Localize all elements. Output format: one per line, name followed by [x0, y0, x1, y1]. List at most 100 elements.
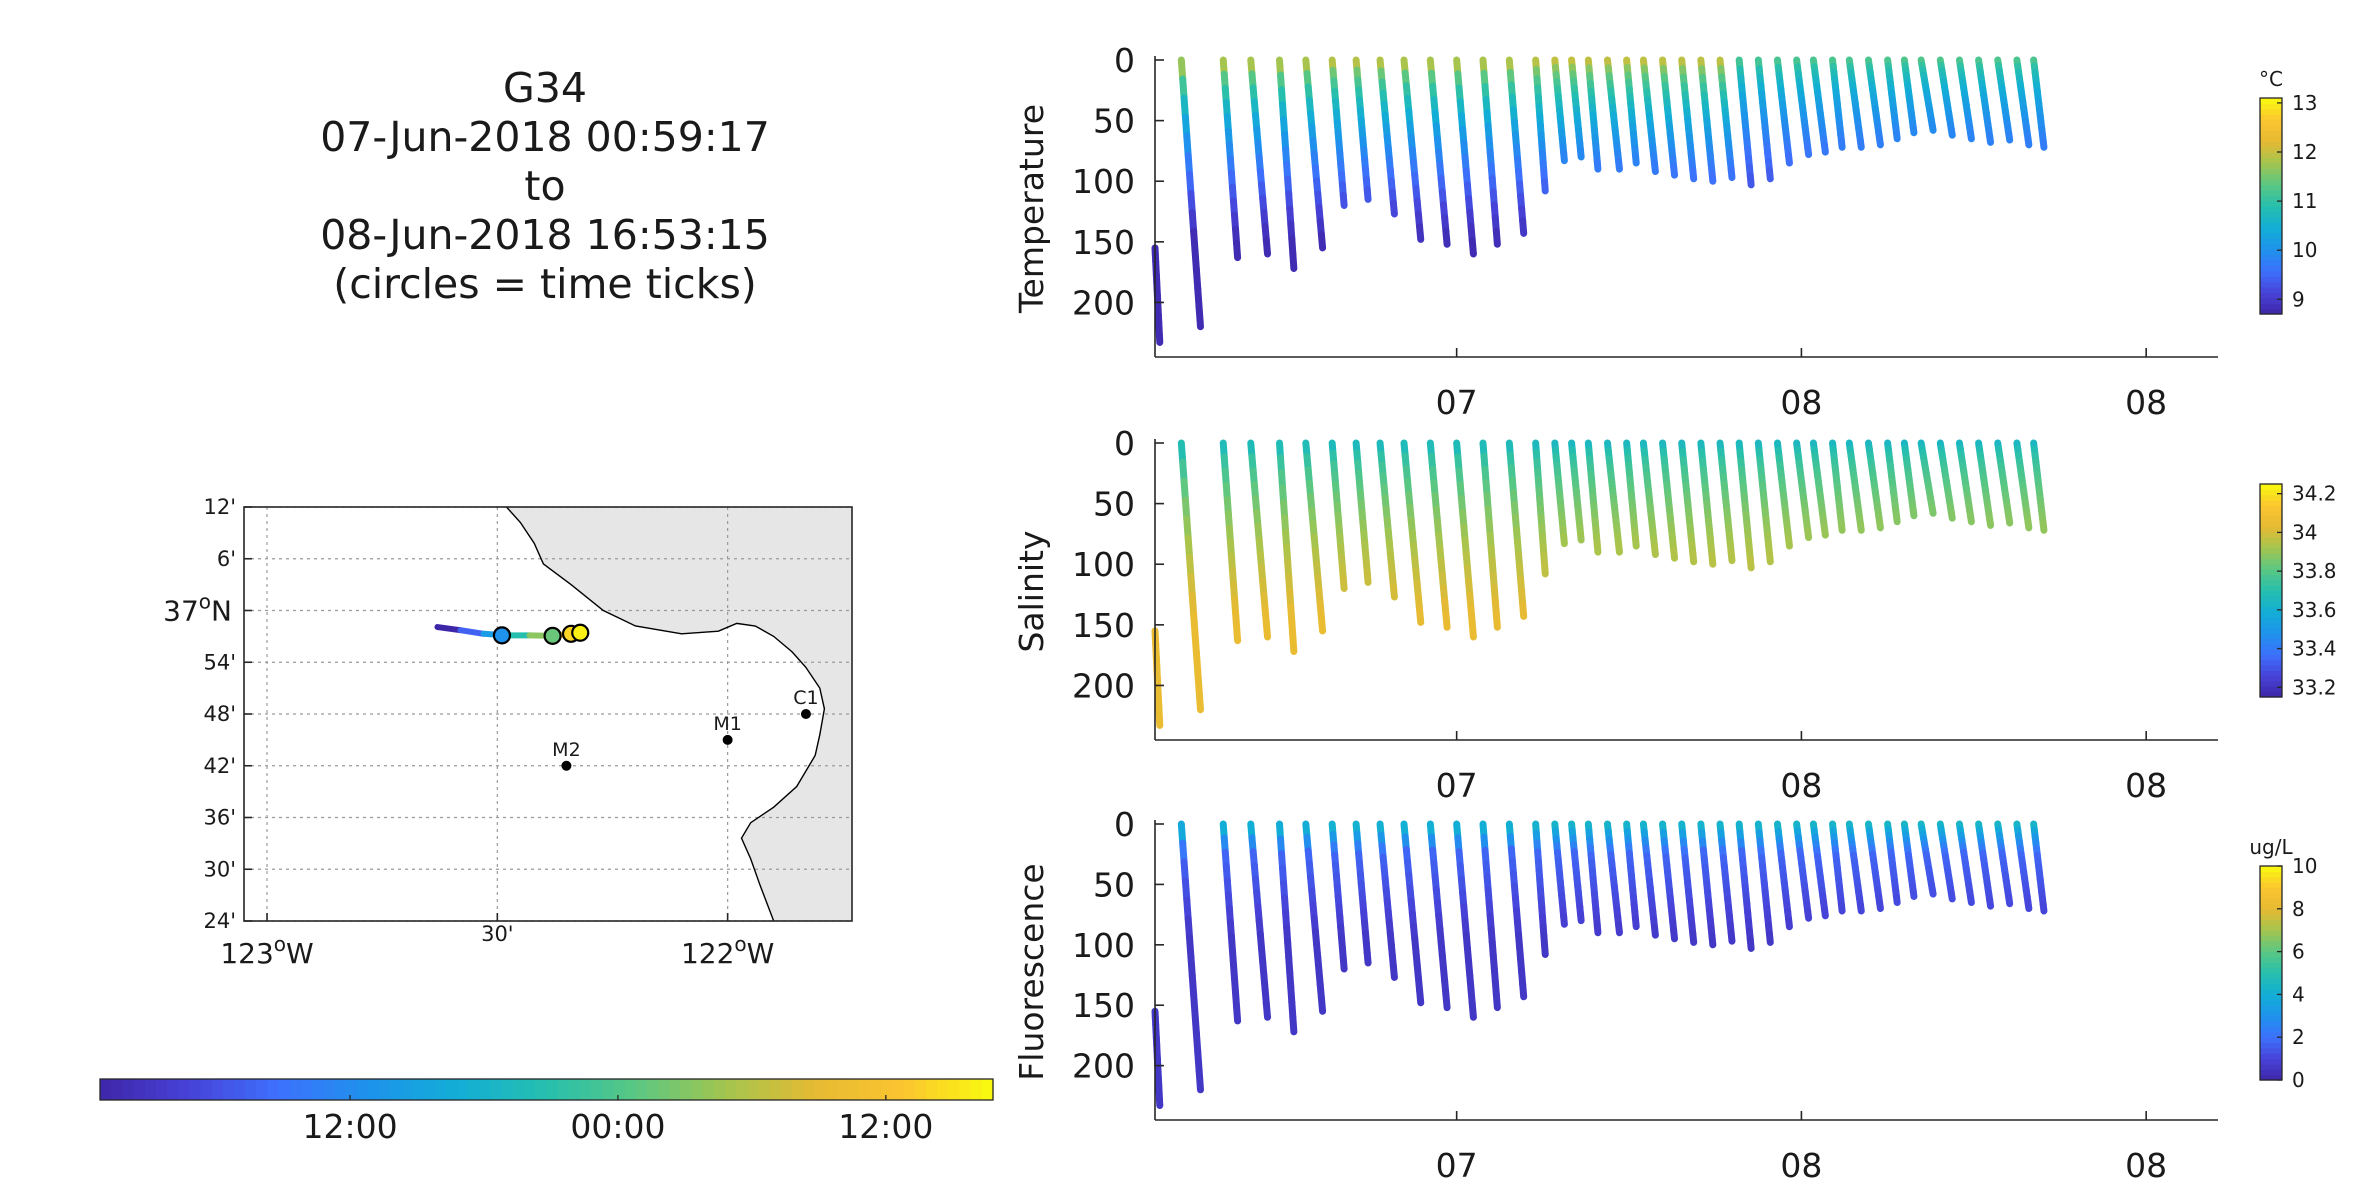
- colorbar-swatch: [2260, 265, 2282, 272]
- colorbar-tick-label: 0: [2292, 1068, 2305, 1092]
- colorbar-swatch: [2260, 1031, 2282, 1038]
- colorbar-swatch: [2260, 1021, 2282, 1028]
- profile-segment: [1689, 549, 1698, 566]
- time-colorbar-swatch: [926, 1079, 938, 1100]
- profile-segment: [1821, 905, 1829, 920]
- colorbar-swatch: [2260, 494, 2282, 501]
- time-colorbar-label: 00:00: [570, 1107, 665, 1146]
- colorbar-swatch: [2260, 887, 2282, 894]
- profile-segment: [1804, 527, 1813, 542]
- colorbar-swatch: [2260, 649, 2282, 655]
- profile-segment: [1615, 921, 1623, 937]
- time-colorbar-swatch: [446, 1079, 458, 1100]
- time-colorbar-swatch: [859, 1079, 871, 1100]
- fluorescence-section: 0 50 100 150 200 07 08 08 Fluorescence 0 2 4 6 8 10ug/…: [1012, 805, 2317, 1181]
- station-marker: [561, 760, 572, 771]
- y-axis-label: Salinity: [1012, 530, 1051, 652]
- colorbar-swatch: [2260, 569, 2282, 576]
- colorbar-swatch: [2260, 558, 2282, 565]
- colorbar-swatch: [2260, 297, 2282, 304]
- colorbar-swatch: [2260, 643, 2282, 650]
- time-colorbar-label: 12:00: [838, 1107, 933, 1146]
- colorbar-swatch: [2260, 510, 2282, 517]
- profile-segment: [1856, 520, 1865, 534]
- colorbar-swatch: [2260, 152, 2282, 158]
- colorbar-swatch: [2260, 924, 2282, 931]
- profile-segment: [1727, 548, 1736, 565]
- start-time: 07-Jun-2018 00:59:17: [320, 113, 770, 161]
- time-colorbar-swatch: [937, 1079, 949, 1100]
- time-colorbar-label: 12:00: [302, 1107, 397, 1146]
- profile-segment: [1560, 532, 1568, 548]
- time-colorbar-swatch: [591, 1079, 603, 1100]
- colorbar-swatch: [2260, 98, 2282, 104]
- profile-segment: [1519, 217, 1528, 237]
- time-colorbar-swatch: [457, 1079, 469, 1100]
- station-marker: [800, 709, 811, 719]
- colorbar-frame: [2259, 97, 2283, 315]
- colorbar-swatch: [2260, 173, 2282, 180]
- y-tick-label: 200: [1072, 283, 1135, 322]
- profile-segment: [1632, 152, 1640, 167]
- profile-segment: [2005, 513, 2014, 527]
- time-colorbar-swatch: [401, 1079, 414, 1100]
- time-colorbar-swatch: [892, 1079, 905, 1100]
- time-colorbar-swatch: [289, 1079, 302, 1100]
- profile-segment: [1746, 936, 1755, 952]
- profile-segment: [1519, 980, 1528, 1001]
- profile-segment: [1389, 199, 1398, 218]
- profile-segment: [1928, 121, 1937, 134]
- colorbar-swatch: [2260, 611, 2282, 618]
- profile-segment: [1785, 535, 1793, 550]
- time-colorbar-swatch: [646, 1079, 659, 1100]
- time-tick-circle: [543, 626, 562, 645]
- profile-segment: [1893, 893, 1901, 907]
- colorbar-swatch: [2260, 1069, 2282, 1076]
- x-tick-label: 08: [2125, 766, 2167, 805]
- colorbar-tick-label: 13: [2292, 91, 2317, 115]
- map-lat-label: 6': [217, 547, 236, 571]
- y-tick-label: 50: [1093, 102, 1135, 141]
- x-tick-label: 08: [2125, 1146, 2167, 1181]
- profile-segment: [1289, 250, 1298, 273]
- profile-segment: [1708, 169, 1717, 185]
- time-colorbar-swatch: [345, 1079, 358, 1100]
- time-colorbar-swatch: [725, 1079, 737, 1100]
- colorbar-swatch: [2260, 882, 2282, 888]
- time-colorbar-swatch: [267, 1079, 280, 1100]
- glider-track-segment: [457, 627, 487, 637]
- profile-segment: [1195, 687, 1204, 714]
- colorbar-tick-label: 10: [2292, 854, 2317, 878]
- profile-segment: [2024, 899, 2033, 913]
- colorbar-swatch: [2260, 249, 2282, 256]
- profile-segment: [1442, 610, 1451, 631]
- time-colorbar-swatch: [970, 1079, 983, 1100]
- profile-segment: [1727, 165, 1736, 182]
- colorbar-frame: [2259, 483, 2283, 698]
- colorbar-swatch: [2260, 892, 2282, 899]
- x-tick-label: 08: [1780, 383, 1822, 422]
- profile-segment: [1785, 915, 1793, 931]
- colorbar-swatch: [2260, 1074, 2282, 1081]
- time-colorbar-swatch: [736, 1079, 749, 1100]
- y-tick-label: 100: [1072, 162, 1135, 201]
- y-tick-label: 150: [1072, 223, 1135, 262]
- colorbar-swatch: [2260, 956, 2282, 963]
- colorbar-swatch: [2260, 579, 2282, 586]
- time-colorbar-swatch: [501, 1079, 514, 1100]
- colorbar-swatch: [2260, 1005, 2282, 1012]
- profile-segment: [1389, 582, 1398, 601]
- colorbar-swatch: [2260, 1015, 2282, 1022]
- time-colorbar-swatch: [412, 1079, 425, 1100]
- profile-segment: [2039, 520, 2048, 534]
- time-colorbar-swatch: [513, 1079, 525, 1100]
- profile-segment: [1442, 991, 1451, 1012]
- salinity-section: 0 50 100 150 200 07 08 08 Salinity 33.2 33.4 33.6 33…: [1012, 424, 2337, 805]
- x-tick-label: 08: [1780, 766, 1822, 805]
- profile-segment: [1492, 991, 1501, 1012]
- colorbar-swatch: [2260, 978, 2282, 985]
- time-colorbar-swatch: [122, 1079, 135, 1100]
- colorbar-swatch: [2260, 585, 2282, 592]
- colorbar-swatch: [2260, 238, 2282, 245]
- colorbar-swatch: [2260, 590, 2282, 597]
